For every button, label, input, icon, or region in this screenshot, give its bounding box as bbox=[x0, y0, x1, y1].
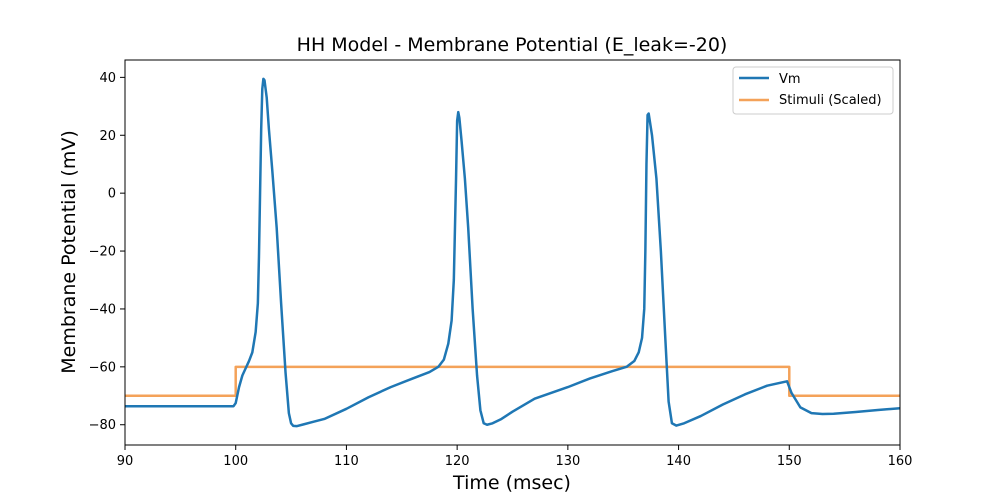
y-tick-label: 0 bbox=[108, 187, 116, 202]
y-axis-ticks: 40 20 0 −20 −40 −60 −80 bbox=[89, 71, 125, 433]
x-tick-label: 150 bbox=[777, 454, 802, 469]
x-tick-label: 140 bbox=[666, 454, 691, 469]
x-tick-label: 100 bbox=[223, 454, 248, 469]
y-tick-label: 20 bbox=[99, 129, 116, 144]
y-axis-label: Membrane Potential (mV) bbox=[58, 130, 80, 373]
x-tick-label: 90 bbox=[117, 454, 134, 469]
plot-frame bbox=[124, 59, 901, 446]
x-tick-label: 110 bbox=[334, 454, 359, 469]
x-tick-label: 120 bbox=[445, 454, 470, 469]
series-line-0 bbox=[125, 77, 901, 428]
legend-box bbox=[732, 66, 894, 115]
x-tick-label: 130 bbox=[555, 454, 580, 469]
y-tick-label: −60 bbox=[89, 360, 116, 375]
plot-series bbox=[125, 77, 901, 428]
legend: Vm Stimuli (Scaled) bbox=[732, 66, 894, 115]
legend-label-vm: Vm bbox=[779, 72, 801, 87]
y-tick-label: −20 bbox=[89, 245, 116, 260]
x-axis-label: Time (msec) bbox=[452, 472, 571, 494]
y-tick-label: −80 bbox=[89, 418, 116, 433]
series-line-1 bbox=[125, 365, 900, 398]
legend-label-stimuli: Stimuli (Scaled) bbox=[779, 93, 882, 108]
x-axis-ticks: 90 100 110 120 130 140 150 160 bbox=[117, 445, 913, 469]
chart-title: HH Model - Membrane Potential (E_leak=-2… bbox=[297, 34, 728, 56]
x-tick-label: 160 bbox=[888, 454, 913, 469]
y-tick-label: −40 bbox=[89, 302, 116, 317]
y-tick-label: 40 bbox=[99, 71, 116, 86]
